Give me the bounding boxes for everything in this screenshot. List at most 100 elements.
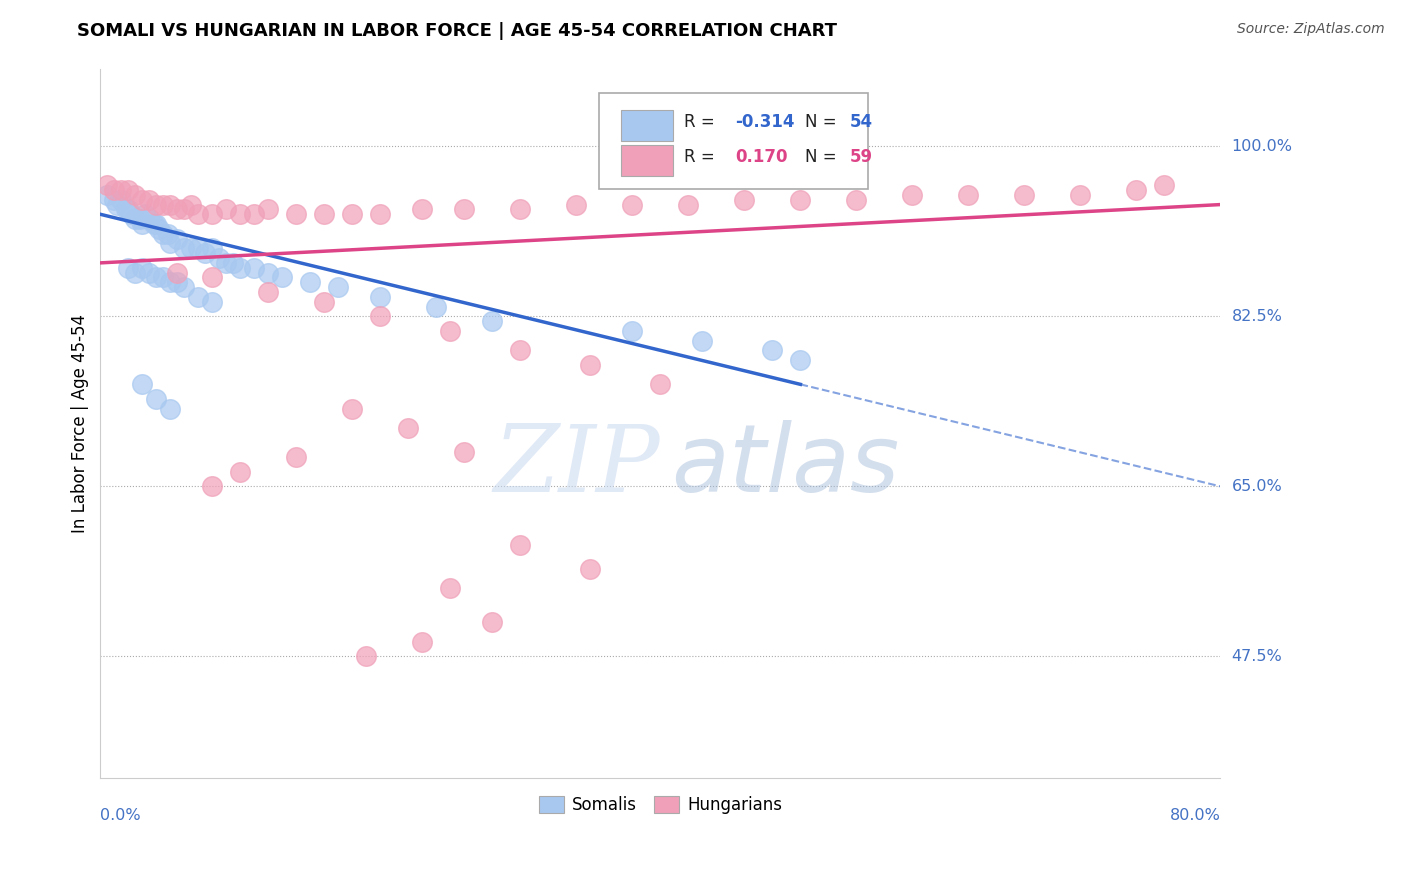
Point (243, 260, 266, 275)
Point (110, 183, 132, 197)
Point (299, 275, 322, 289)
Point (152, 197, 174, 211)
Point (114, 202, 136, 217)
Point (187, 290, 209, 304)
Point (1069, 187, 1091, 202)
Text: 47.5%: 47.5% (1232, 649, 1282, 664)
Point (180, 197, 202, 211)
Text: 59: 59 (849, 148, 873, 166)
Point (215, 202, 238, 217)
Point (285, 450, 308, 465)
Point (201, 270, 224, 285)
Point (215, 256, 238, 270)
Point (166, 275, 188, 289)
Point (138, 193, 160, 207)
Point (156, 227, 179, 241)
Point (370, 207, 392, 221)
Point (579, 562, 602, 576)
Point (222, 256, 245, 270)
Point (650, 377, 672, 392)
Text: 0.0%: 0.0% (100, 808, 141, 823)
Point (257, 266, 280, 280)
Point (229, 260, 252, 275)
Point (481, 314, 503, 328)
Point (342, 207, 364, 221)
Point (692, 334, 714, 348)
Point (187, 241, 209, 255)
Point (96, 187, 118, 202)
Text: 100.0%: 100.0% (1232, 139, 1292, 153)
Point (117, 183, 139, 197)
Point (439, 582, 461, 596)
Point (142, 217, 165, 231)
Point (173, 280, 195, 294)
FancyBboxPatch shape (599, 94, 868, 189)
Point (370, 310, 392, 324)
Point (733, 193, 755, 207)
Point (105, 197, 128, 211)
Point (761, 343, 783, 358)
Point (194, 246, 217, 260)
Point (180, 241, 202, 255)
Point (208, 251, 231, 265)
Point (128, 212, 150, 227)
Point (131, 217, 153, 231)
Point (621, 197, 644, 211)
Text: atlas: atlas (672, 420, 900, 511)
Point (145, 392, 167, 406)
Point (481, 615, 503, 630)
Point (342, 401, 364, 416)
Point (166, 231, 188, 245)
Point (159, 236, 181, 251)
Point (243, 207, 266, 221)
Point (257, 285, 280, 299)
Point (131, 260, 153, 275)
Point (509, 343, 531, 358)
Point (579, 358, 602, 372)
Point (134, 207, 156, 221)
Point (152, 270, 174, 285)
Text: 65.0%: 65.0% (1232, 479, 1282, 494)
Text: N =: N = (804, 148, 842, 166)
Text: 0.170: 0.170 (735, 148, 787, 166)
Text: 80.0%: 80.0% (1170, 808, 1220, 823)
Text: R =: R = (683, 112, 720, 131)
Legend: Somalis, Hungarians: Somalis, Hungarians (530, 788, 790, 822)
Point (789, 193, 811, 207)
FancyBboxPatch shape (621, 145, 672, 177)
Text: -0.314: -0.314 (735, 112, 794, 131)
Point (187, 207, 209, 221)
Point (271, 270, 294, 285)
Point (285, 207, 308, 221)
Point (1153, 178, 1175, 193)
Point (509, 538, 531, 552)
Point (328, 280, 350, 294)
Point (148, 222, 170, 236)
Point (124, 266, 146, 280)
Point (396, 421, 419, 435)
Point (957, 187, 980, 202)
Point (257, 202, 280, 217)
Point (159, 197, 181, 211)
Point (509, 202, 531, 217)
Point (96, 178, 118, 193)
Point (356, 649, 378, 664)
Text: ZIP: ZIP (494, 421, 661, 511)
Point (201, 207, 224, 221)
Point (453, 202, 475, 217)
Point (1014, 187, 1036, 202)
Point (117, 260, 139, 275)
Point (1125, 183, 1147, 197)
Point (145, 217, 167, 231)
Point (565, 197, 588, 211)
Point (201, 241, 224, 255)
Point (411, 202, 433, 217)
Point (131, 377, 153, 392)
Point (439, 324, 461, 338)
Point (845, 193, 868, 207)
Point (314, 207, 336, 221)
Y-axis label: In Labor Force | Age 45-54: In Labor Force | Age 45-54 (72, 314, 89, 533)
Text: 82.5%: 82.5% (1232, 309, 1282, 324)
Point (621, 324, 644, 338)
Point (370, 290, 392, 304)
